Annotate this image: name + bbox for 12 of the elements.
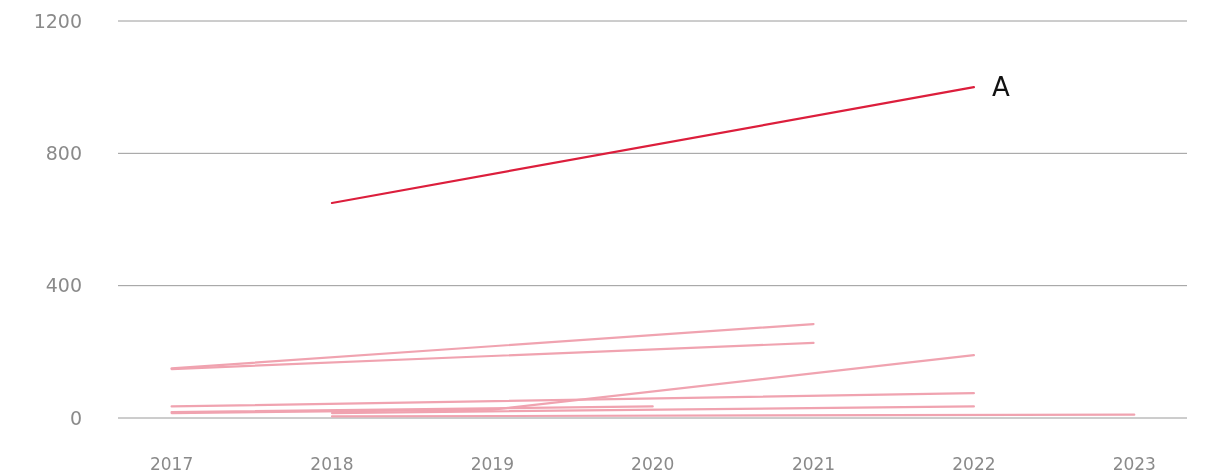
y-tick-label: 0	[69, 406, 82, 429]
x-tick-label: 2022	[952, 454, 996, 474]
x-tick-label: 2023	[1112, 454, 1156, 474]
series-label: A	[991, 72, 1010, 103]
y-tick-label: 1200	[33, 9, 82, 32]
x-tick-label: 2017	[149, 454, 194, 474]
x-tick-label: 2018	[310, 454, 354, 474]
x-tick-label: 2019	[470, 454, 514, 474]
y-tick-label: 800	[45, 141, 82, 164]
x-tick-label: 2020	[631, 454, 675, 474]
x-tick-label: 2021	[791, 454, 836, 474]
y-tick-label: 400	[45, 274, 82, 297]
